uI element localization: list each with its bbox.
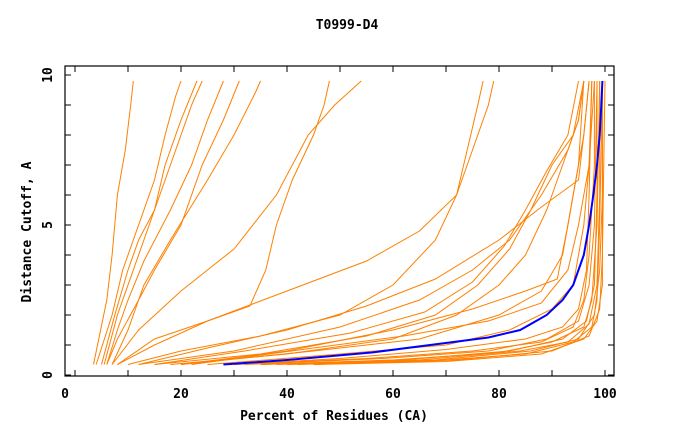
- x-tick-label: 100: [593, 387, 617, 402]
- series-line-m27: [286, 80, 603, 365]
- x-tick-label: 40: [279, 387, 295, 402]
- series-line-m23: [244, 80, 598, 365]
- series-line-m18: [180, 80, 590, 365]
- series-line-m26: [276, 81, 601, 365]
- x-tick-label: 80: [491, 387, 507, 402]
- series-line-m29: [313, 81, 603, 365]
- series-line-m15: [154, 80, 579, 365]
- series-line-m11: [127, 80, 484, 365]
- series-line-m30: [313, 80, 606, 365]
- axis-ticks: 0 20 40 60 80 100 0 5 10: [41, 66, 617, 402]
- series-line-m6: [106, 80, 240, 365]
- highlight-series-line: [223, 80, 604, 366]
- y-axis-label: Distance Cutoff, A: [20, 161, 35, 302]
- series-line-m25: [260, 81, 598, 365]
- series-line-m9: [117, 80, 330, 365]
- x-tick-label: 20: [173, 387, 189, 402]
- x-tick-label: 60: [385, 387, 401, 402]
- series-line-m21: [233, 80, 593, 365]
- series-line-m3: [101, 80, 198, 365]
- series-line-m14: [154, 80, 585, 365]
- series-line-m24: [260, 80, 601, 365]
- series-line-m10: [117, 80, 495, 365]
- plot-frame: [64, 65, 615, 377]
- series-line-m7: [111, 80, 261, 365]
- series-line-m1: [93, 80, 134, 365]
- series-line-m5: [106, 80, 224, 365]
- x-axis-label: Percent of Residues (CA): [240, 409, 428, 424]
- series-line-m19: [191, 80, 593, 365]
- series-line-m8: [111, 80, 362, 365]
- y-tick-label: 10: [41, 67, 56, 83]
- chart-title: T0999-D4: [316, 18, 379, 33]
- x-tick-label: 0: [61, 387, 69, 402]
- series-line-m12: [138, 80, 590, 365]
- y-tick-label: 0: [41, 371, 56, 379]
- series-line-m2: [95, 80, 182, 365]
- series-line-m16: [170, 80, 585, 365]
- y-tick-label: 5: [41, 221, 56, 229]
- series-line-m28: [297, 81, 603, 365]
- series-line-m4: [103, 80, 203, 365]
- series-lines: [93, 80, 606, 366]
